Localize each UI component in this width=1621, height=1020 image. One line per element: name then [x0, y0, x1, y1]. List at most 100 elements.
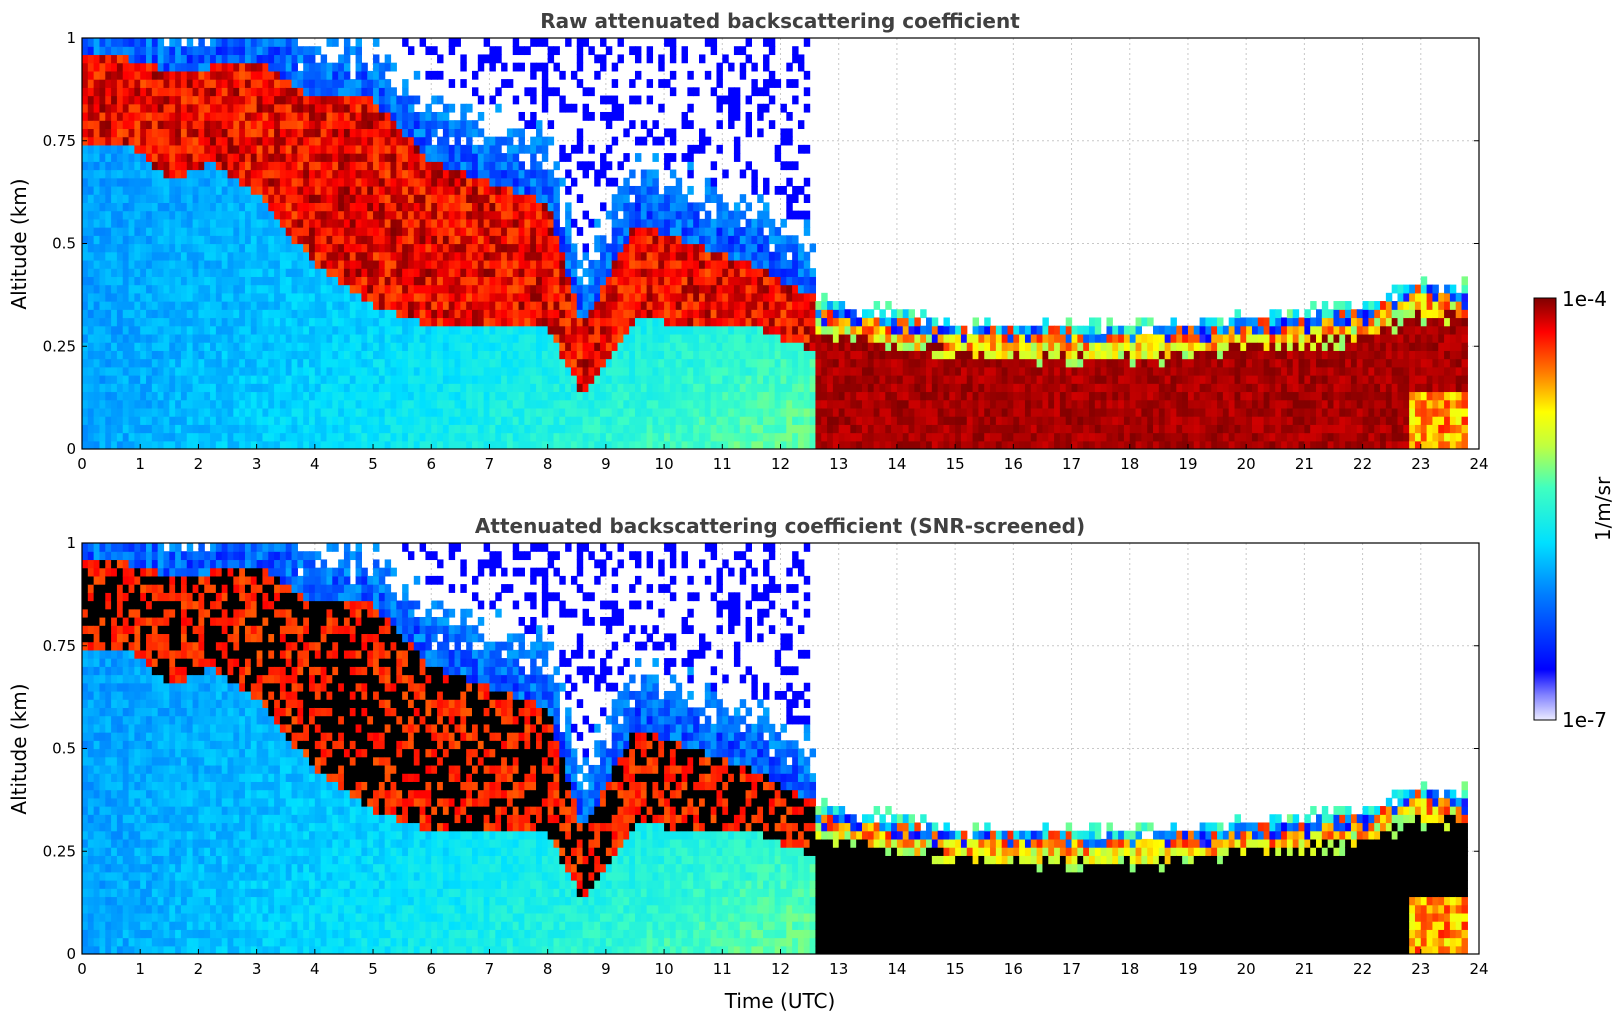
top-heatmap-cell [320, 128, 328, 138]
top-heatmap-cell [146, 144, 153, 154]
top-heatmap-cell [87, 391, 95, 401]
top-heatmap-cell [186, 120, 194, 130]
top-heatmap-cell [594, 218, 601, 228]
top-heatmap-cell [402, 95, 409, 105]
top-heatmap-cell [285, 210, 293, 220]
top-heatmap-cell [693, 383, 700, 393]
top-heatmap-cell [105, 111, 112, 121]
top-heatmap-cell [268, 87, 275, 97]
top-heatmap-cell [338, 218, 345, 228]
top-heatmap-cell [99, 366, 106, 376]
top-heatmap-cell [82, 251, 89, 261]
top-heatmap-cell [605, 416, 613, 425]
top-heatmap-cell [489, 202, 496, 212]
top-heatmap-cell [489, 144, 496, 154]
top-heatmap-cell [454, 383, 461, 393]
top-heatmap-cell [99, 383, 106, 393]
top-heatmap-cell [320, 202, 328, 212]
top-heatmap-cell [390, 416, 397, 425]
top-heatmap-cell [320, 284, 328, 294]
top-heatmap-cell [268, 235, 275, 245]
top-heatmap-cell [128, 111, 135, 121]
top-heatmap-cell [320, 235, 328, 245]
top-heatmap-cell [361, 103, 368, 113]
top-heatmap-cell [419, 276, 427, 286]
top-heatmap-cell [524, 333, 531, 343]
top-heatmap-cell [733, 276, 741, 286]
top-heatmap-cell [634, 407, 642, 417]
top-heatmap-cell [547, 292, 555, 302]
top-heatmap-cell [594, 268, 601, 277]
top-heatmap-cell [186, 424, 194, 434]
top-heatmap-cell [87, 399, 95, 409]
top-heatmap-cell [303, 350, 310, 360]
top-heatmap-cell [262, 111, 269, 121]
top-heatmap-cell [314, 251, 322, 261]
top-heatmap-cell [157, 120, 165, 130]
top-heatmap-cell [227, 391, 234, 401]
top-heatmap-cell [256, 87, 264, 97]
top-heatmap-cell [413, 153, 421, 162]
top-heatmap-cell [460, 103, 467, 113]
top-heatmap-cell [274, 366, 281, 376]
top-heatmap-cell [576, 62, 584, 72]
top-heatmap-cell [163, 218, 170, 228]
top-heatmap-cell [477, 54, 485, 64]
top-heatmap-cell [343, 46, 351, 56]
top-heatmap-cell [570, 366, 578, 376]
top-heatmap-cell [646, 416, 654, 425]
top-heatmap-cell [477, 309, 485, 319]
top-heatmap-cell [413, 202, 421, 212]
top-heatmap-cell [349, 227, 357, 236]
top-heatmap-cell [140, 128, 147, 138]
top-heatmap-cell [530, 317, 537, 327]
top-heatmap-cell [373, 235, 380, 245]
top-heatmap-cell [105, 235, 112, 245]
top-heatmap-cell [739, 358, 747, 368]
top-heatmap-cell [390, 301, 397, 310]
top-heatmap-cell [576, 292, 584, 302]
top-heatmap-cell [530, 177, 537, 187]
top-heatmap-cell [221, 177, 229, 187]
top-heatmap-cell [442, 194, 450, 203]
top-heatmap-cell [204, 111, 211, 121]
top-heatmap-cell [733, 268, 741, 277]
top-heatmap-cell [716, 432, 723, 442]
top-heatmap-cell [151, 38, 159, 47]
top-heatmap-cell [343, 342, 351, 351]
top-heatmap-cell [163, 259, 170, 269]
top-heatmap-cell [390, 103, 397, 113]
top-heatmap-cell [483, 136, 491, 146]
top-heatmap-cell [309, 79, 316, 88]
top-heatmap-cell [314, 144, 322, 154]
top-heatmap-cell [326, 153, 333, 162]
top-heatmap-cell [390, 407, 397, 417]
top-heatmap-cell [629, 325, 636, 335]
top-heatmap-cell [413, 243, 421, 253]
top-heatmap-cell [367, 309, 374, 319]
top-heatmap-cell [466, 120, 473, 130]
top-heatmap-cell [477, 407, 485, 417]
top-heatmap-cell [326, 70, 333, 80]
top-heatmap-cell [169, 342, 176, 351]
top-heatmap-cell [373, 227, 380, 236]
top-heatmap-cell [652, 350, 659, 360]
top-heatmap-cell [309, 218, 316, 228]
top-heatmap-cell [279, 333, 287, 343]
top-heatmap-cell [623, 399, 630, 409]
top-heatmap-cell [390, 210, 397, 220]
top-heatmap-cell [87, 194, 95, 203]
top-heatmap-cell [541, 235, 549, 245]
top-heatmap-cell [588, 350, 595, 360]
top-heatmap-cell [518, 136, 525, 146]
top-heatmap-cell [285, 325, 293, 335]
top-heatmap-cell [326, 317, 333, 327]
top-heatmap-cell [699, 243, 706, 253]
top-heatmap-cell [431, 268, 438, 277]
top-heatmap-cell [250, 358, 258, 368]
top-heatmap-cell [105, 251, 112, 261]
top-heatmap-cell [611, 259, 619, 269]
top-heatmap-cell [524, 358, 531, 368]
top-heatmap-cell [570, 284, 578, 294]
top-heatmap-cell [128, 268, 135, 277]
